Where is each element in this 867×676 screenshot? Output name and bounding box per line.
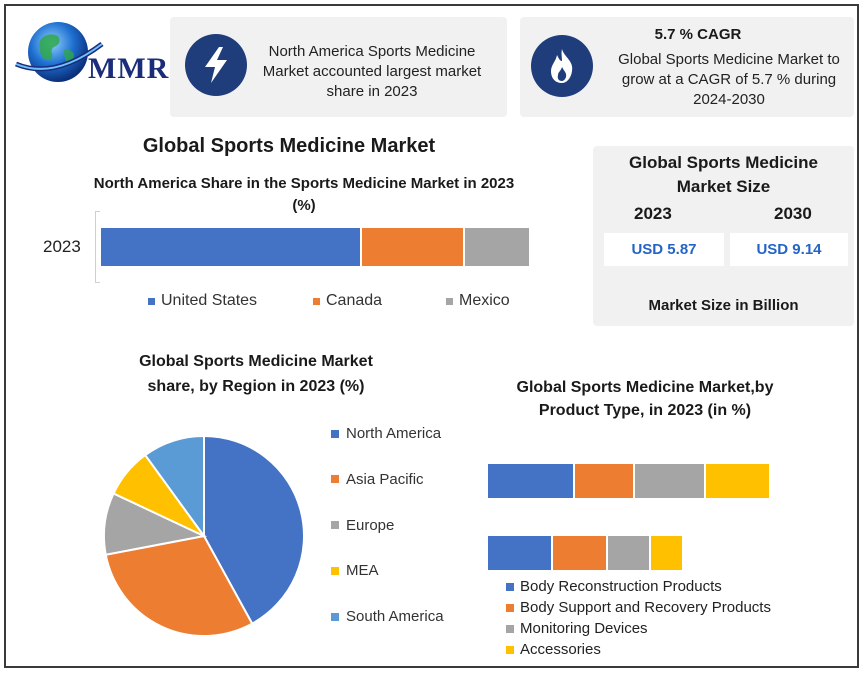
market-size-title: Global Sports Medicine Market Size [629, 153, 818, 196]
product-bar-2-segment-body-support-and-recovery-products [553, 536, 606, 570]
legend-swatch [331, 521, 339, 530]
market-size-card: Global Sports Medicine Market Size 2023 … [593, 146, 854, 326]
product-legend: Body Reconstruction Products Body Support… [506, 578, 826, 664]
highlight-right-text: Global Sports Medicine Market to grow at… [618, 51, 840, 108]
logo-text: MMR [88, 52, 170, 85]
legend-swatch [331, 429, 339, 438]
pie-slice-south-america [143, 434, 205, 540]
north-america-chart-subtitle: North America Share in the Sports Medici… [93, 175, 515, 214]
pie-slice-north-america [203, 434, 305, 625]
legend-label: South America [346, 608, 444, 626]
legend-swatch [446, 297, 453, 305]
product-stacked-bar-1 [488, 464, 769, 498]
legend-label: United States [161, 292, 258, 309]
legend-label: Accessories [520, 641, 601, 658]
year-2023: 2023 [634, 204, 672, 223]
na-legend-item-united-states: United States [148, 292, 257, 310]
legend-label: Mexico [459, 292, 510, 309]
infographic-frame [4, 4, 859, 668]
na-bar-segment-united-states [101, 228, 361, 266]
size-value-2030: USD 9.14 [730, 233, 848, 266]
market-size-footer: Market Size in Billion [648, 297, 799, 314]
legend-swatch [331, 566, 339, 575]
product-legend-item-accessories: Accessories [506, 641, 601, 658]
lightning-icon [185, 34, 247, 96]
region-legend-item-asia-pacific: Asia Pacific [331, 471, 424, 488]
legend-swatch [331, 475, 339, 484]
product-legend-item-body-support-and-recovery-products: Body Support and Recovery Products [506, 599, 771, 616]
legend-swatch [313, 297, 320, 305]
highlight-left-text: North America Sports Medicine Market acc… [262, 43, 482, 100]
product-bar-2-segment-monitoring-devices [607, 536, 650, 570]
na-stacked-bar [101, 228, 529, 266]
flame-icon [531, 35, 593, 97]
na-bar-axis [95, 211, 96, 283]
legend-label: Asia Pacific [346, 470, 424, 488]
na-bar-axis-tick-top [95, 211, 100, 212]
highlight-card-right: 5.7 % CAGR Global Sports Medicine Market… [520, 17, 854, 117]
highlight-card-left: North America Sports Medicine Market acc… [170, 17, 507, 117]
legend-swatch [506, 582, 514, 591]
na-legend-item-canada: Canada [313, 292, 382, 310]
product-legend-item-monitoring-devices: Monitoring Devices [506, 620, 648, 637]
legend-label: Body Reconstruction Products [520, 578, 722, 595]
cagr-title: 5.7 % CAGR [654, 26, 742, 43]
product-legend-item-body-reconstruction-products: Body Reconstruction Products [506, 578, 722, 595]
na-bar-segment-canada [362, 228, 463, 266]
legend-label: Canada [326, 292, 383, 309]
product-bar-1-segment-monitoring-devices [634, 464, 704, 498]
legend-swatch [506, 645, 514, 654]
product-bar-2-segment-accessories [651, 536, 682, 570]
region-legend-item-south-america: South America [331, 608, 444, 625]
legend-label: Europe [346, 516, 395, 534]
product-chart-title: Global Sports Medicine Market,by Product… [516, 379, 774, 419]
legend-swatch [506, 603, 514, 612]
na-legend: United States Canada Mexico [148, 292, 548, 312]
year-2030: 2030 [774, 204, 812, 223]
na-legend-item-mexico: Mexico [446, 292, 510, 310]
legend-label: Body Support and Recovery Products [520, 599, 771, 616]
product-bar-1-segment-body-support-and-recovery-products [575, 464, 633, 498]
region-legend-item-north-america: North America [331, 425, 441, 442]
legend-swatch [148, 297, 155, 305]
region-chart-title: Global Sports Medicine Market share, by … [139, 353, 373, 395]
pie-slice-asia-pacific [104, 534, 254, 637]
region-legend-item-mea: MEA [331, 562, 379, 579]
main-chart-title: Global Sports Medicine Market [142, 135, 436, 157]
legend-swatch [331, 612, 339, 621]
region-legend: North America Asia Pacific Europe MEA South … [331, 425, 481, 635]
na-bar-category-label: 2023 [43, 237, 81, 256]
product-bar-1-segment-accessories [705, 464, 769, 498]
globe-icon [15, 22, 104, 82]
region-legend-item-europe: Europe [331, 517, 394, 534]
na-bar-segment-mexico [464, 228, 529, 266]
product-bar-2-segment-body-reconstruction-products [488, 536, 552, 570]
legend-label: Monitoring Devices [520, 620, 648, 637]
logo: MMR [14, 20, 174, 88]
legend-swatch [506, 624, 514, 633]
legend-label: North America [346, 425, 442, 442]
product-bar-1-segment-body-reconstruction-products [488, 464, 574, 498]
legend-label: MEA [346, 562, 379, 580]
product-stacked-bar-2 [488, 536, 768, 570]
region-pie-chart [103, 434, 305, 637]
size-value-2023: USD 5.87 [604, 233, 724, 266]
na-bar-axis-tick-bottom [95, 282, 100, 283]
